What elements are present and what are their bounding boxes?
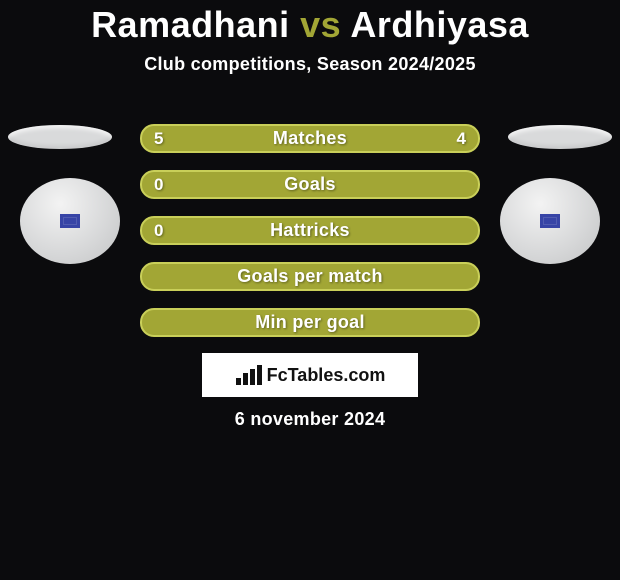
stat-row-hattricks: 0 Hattricks bbox=[140, 216, 480, 245]
stat-row-matches: 5 Matches 4 bbox=[140, 124, 480, 153]
player1-flag-icon bbox=[60, 214, 80, 228]
vs-separator: vs bbox=[300, 4, 341, 45]
stat-label: Min per goal bbox=[255, 312, 365, 333]
player2-avatar-circle bbox=[500, 178, 600, 264]
bars-icon bbox=[235, 364, 263, 386]
player1-shadow-ellipse bbox=[8, 125, 112, 149]
stat-value-left: 0 bbox=[154, 221, 163, 241]
comparison-title: Ramadhani vs Ardhiyasa bbox=[0, 0, 620, 46]
stats-container: 5 Matches 4 0 Goals 0 Hattricks Goals pe… bbox=[140, 124, 480, 337]
fctables-badge: FcTables.com bbox=[202, 353, 418, 397]
date-text: 6 november 2024 bbox=[0, 409, 620, 430]
stat-label: Goals bbox=[284, 174, 336, 195]
player2-flag-icon bbox=[540, 214, 560, 228]
stat-value-right: 4 bbox=[457, 129, 466, 149]
stat-row-min-per-goal: Min per goal bbox=[140, 308, 480, 337]
player1-name: Ramadhani bbox=[91, 4, 290, 45]
stat-label: Hattricks bbox=[270, 220, 350, 241]
stat-value-left: 0 bbox=[154, 175, 163, 195]
stat-label: Goals per match bbox=[237, 266, 383, 287]
stat-label: Matches bbox=[273, 128, 347, 149]
player2-name: Ardhiyasa bbox=[350, 4, 529, 45]
stat-row-goals-per-match: Goals per match bbox=[140, 262, 480, 291]
stat-value-left: 5 bbox=[154, 129, 163, 149]
player2-shadow-ellipse bbox=[508, 125, 612, 149]
subtitle: Club competitions, Season 2024/2025 bbox=[0, 54, 620, 75]
stat-row-goals: 0 Goals bbox=[140, 170, 480, 199]
player1-avatar-circle bbox=[20, 178, 120, 264]
badge-text: FcTables.com bbox=[267, 365, 386, 386]
